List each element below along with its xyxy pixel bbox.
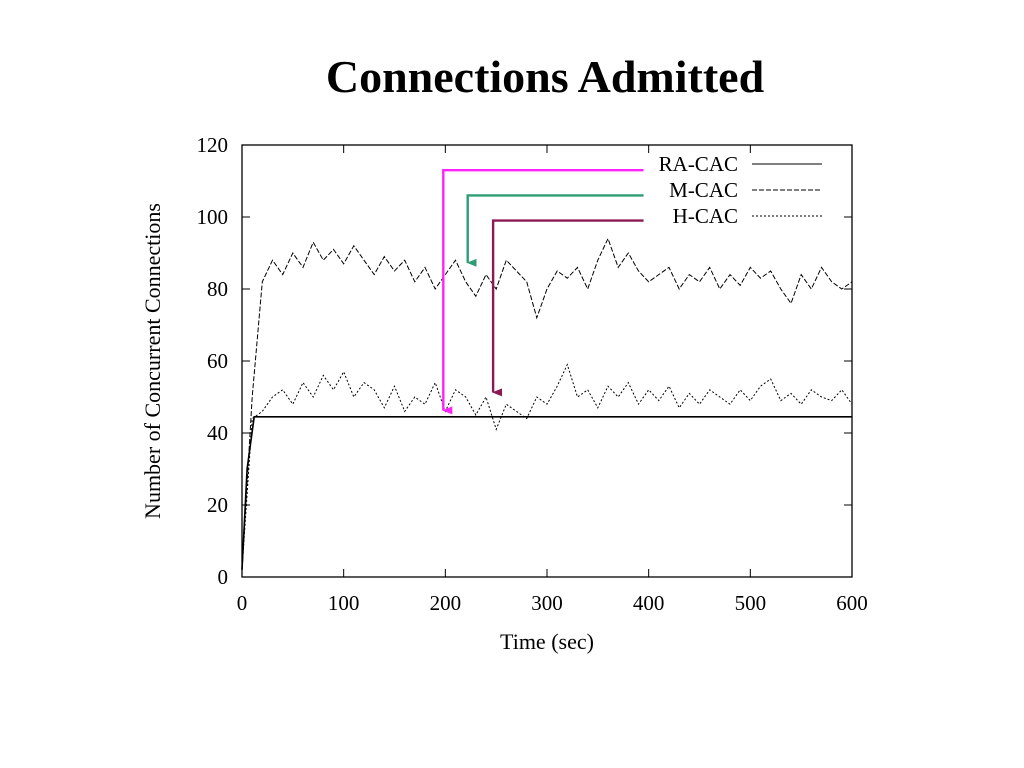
x-tick-label: 0 (237, 591, 248, 615)
y-tick-label: 80 (207, 277, 228, 301)
series-line-m-cac (241, 237, 853, 570)
y-tick-label: 0 (218, 565, 229, 589)
x-tick-label: 600 (836, 591, 868, 615)
x-tick-label: 400 (633, 591, 665, 615)
legend-label-ra-cac: RA-CAC (659, 152, 738, 176)
y-tick-label: 60 (207, 349, 228, 373)
series-line-ra-cac (241, 415, 852, 570)
x-tick-label: 300 (531, 591, 563, 615)
axis-ticks: 0 100 200 300 400 500 600 0 20 40 60 80 100 120 (197, 133, 868, 615)
x-tick-label: 100 (328, 591, 360, 615)
x-axis-label: Time (sec) (500, 629, 594, 654)
series-lines (241, 237, 853, 570)
x-tick-label: 500 (735, 591, 767, 615)
y-tick-label: 40 (207, 421, 228, 445)
y-tick-label: 100 (197, 205, 229, 229)
callout-arrows (442, 168, 644, 415)
callout-arrow-m-cac (466, 194, 644, 267)
slide-title: Connections Admitted (325, 51, 765, 102)
series-line-h-cac (241, 363, 853, 570)
plot-frame (241, 144, 853, 578)
legend-label-m-cac: M-CAC (669, 178, 738, 202)
legend-label-h-cac: H-CAC (673, 204, 738, 228)
y-tick-label: 20 (207, 493, 228, 517)
callout-arrow-ra-cac (442, 168, 644, 415)
x-tick-label: 200 (430, 591, 462, 615)
y-tick-label: 120 (197, 133, 229, 157)
y-axis-label: Number of Concurrent Connections (140, 203, 165, 519)
callout-arrow-h-cac (491, 219, 644, 397)
